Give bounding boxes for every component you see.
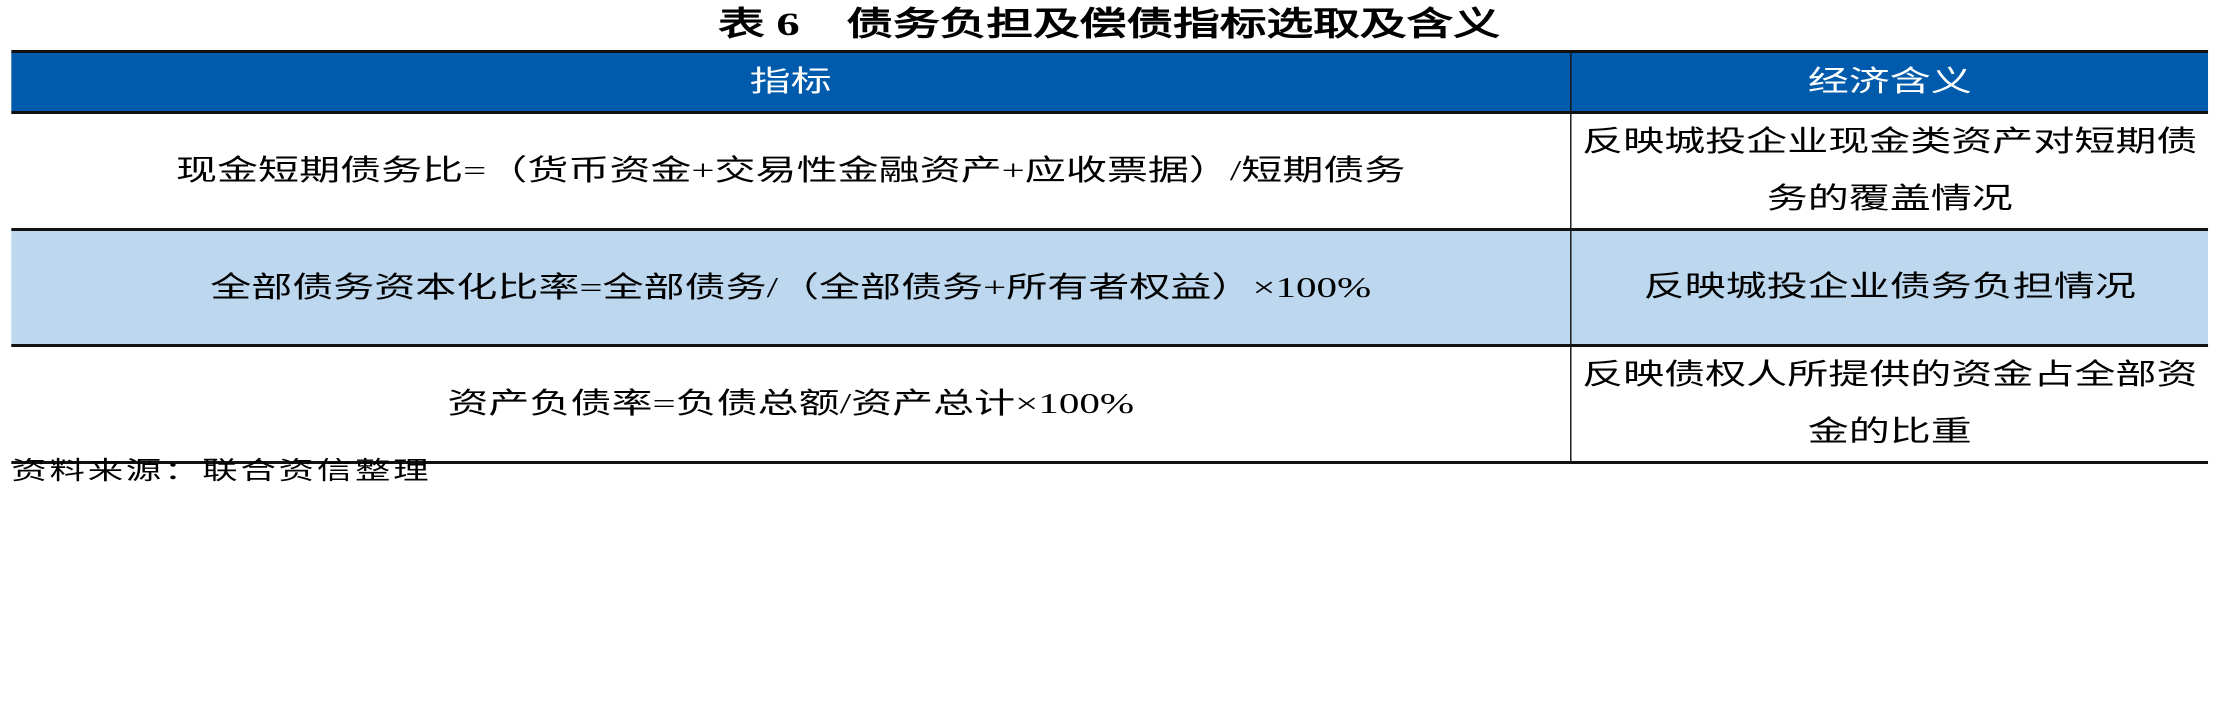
header-row: 指标 经济含义 (11, 50, 2209, 114)
table-title: 表 6 债务负担及偿债指标选取及含义 (718, 7, 1500, 43)
meaning-cell: 反映城投企业债务负担情况 (1570, 229, 2209, 347)
indicator-cell: 资产负债率=负债总额/资产总计×100% (11, 345, 1571, 464)
indicator-cell: 全部债务资本化比率=全部债务/（全部债务+所有者权益）×100% (11, 229, 1571, 347)
header-meaning: 经济含义 (1570, 50, 2209, 114)
source-note: 资料来源：联合资信整理 (11, 458, 432, 485)
table-row: 资产负债率=负债总额/资产总计×100% 反映债权人所提供的资金占全部资金的比重 (11, 345, 2209, 464)
indicator-table: 指标 经济含义 现金短期债务比=（货币资金+交易性金融资产+应收票据）/短期债务… (11, 50, 2209, 464)
meaning-cell: 反映城投企业现金类资产对短期债务的覆盖情况 (1570, 112, 2209, 231)
indicator-cell: 现金短期债务比=（货币资金+交易性金融资产+应收票据）/短期债务 (11, 112, 1571, 231)
meaning-cell: 反映债权人所提供的资金占全部资金的比重 (1570, 345, 2209, 464)
table-row: 现金短期债务比=（货币资金+交易性金融资产+应收票据）/短期债务 反映城投企业现… (11, 112, 2209, 231)
header-indicator: 指标 (11, 50, 1571, 114)
table-row: 全部债务资本化比率=全部债务/（全部债务+所有者权益）×100% 反映城投企业债… (11, 229, 2209, 347)
